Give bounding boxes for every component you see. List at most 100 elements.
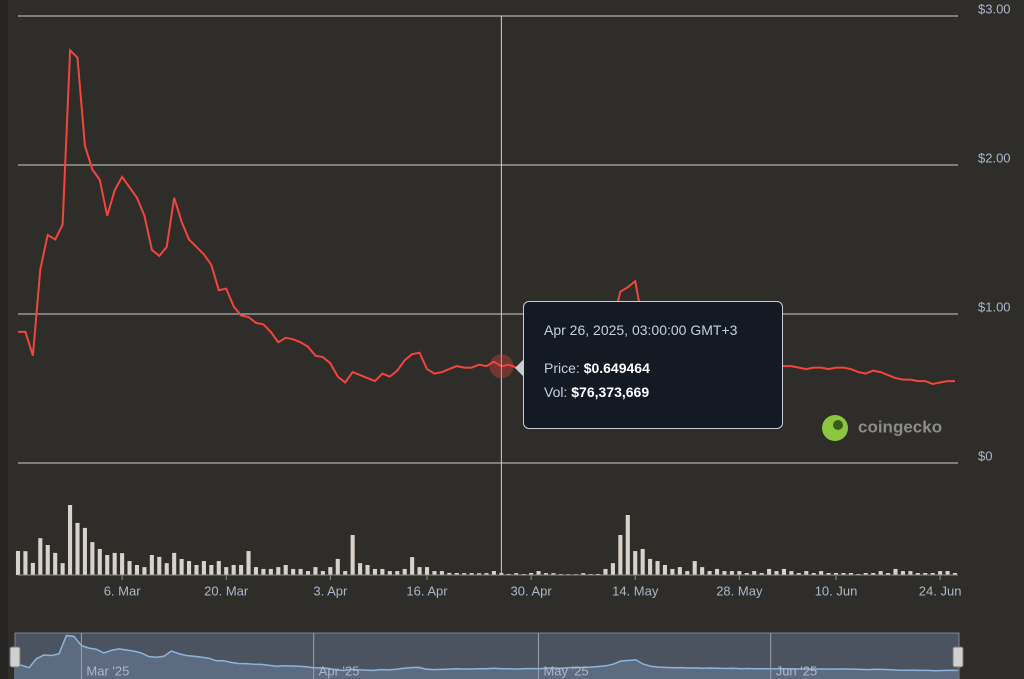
- x-tick-label: 24. Jun: [919, 583, 962, 598]
- x-tick-label: 28. May: [716, 583, 763, 598]
- volume-bar: [722, 571, 727, 575]
- x-tick-label: 16. Apr: [406, 583, 448, 598]
- y-tick-label: $1.00: [978, 299, 1011, 314]
- price-line: [18, 47, 955, 386]
- volume-bar: [239, 565, 244, 575]
- volume-bar: [90, 542, 95, 575]
- volume-bar: [789, 571, 794, 575]
- volume-bar: [194, 565, 199, 575]
- volume-bar: [320, 571, 325, 575]
- y-tick-label: $3.00: [978, 1, 1011, 16]
- volume-bar: [246, 551, 251, 575]
- volume-bar: [833, 573, 839, 575]
- y-tick-label: $2.00: [978, 150, 1011, 165]
- x-tick-label: 6. Mar: [104, 583, 142, 598]
- volume-bar: [529, 573, 534, 575]
- left-edge: [0, 0, 8, 679]
- volume-bar: [149, 555, 154, 575]
- volume-bar: [53, 552, 58, 575]
- volume-bar: [276, 567, 281, 575]
- navigator-label: May '25: [543, 663, 588, 678]
- volume-bar: [424, 567, 430, 575]
- volume-bar: [268, 568, 273, 575]
- volume-bar: [105, 555, 110, 575]
- volume-bar: [819, 571, 824, 575]
- volume-bar: [164, 563, 169, 575]
- volume-bar: [365, 565, 370, 575]
- volume-bar: [848, 573, 853, 575]
- volume-bar: [536, 571, 541, 575]
- volume-bar: [729, 571, 734, 575]
- volume-bar: [30, 562, 35, 575]
- tooltip-volume-label: Vol:: [544, 384, 568, 400]
- volume-bar: [216, 561, 221, 575]
- volume-bar: [871, 573, 876, 575]
- volume-bar: [543, 573, 549, 575]
- volume-bar: [231, 565, 236, 575]
- volume-bar: [387, 571, 392, 575]
- volume-bar: [938, 571, 943, 575]
- volume-bar: [952, 573, 958, 575]
- volume-bar: [15, 551, 21, 575]
- volume-bar: [402, 568, 407, 575]
- volume-bar: [60, 563, 65, 575]
- volume-bar: [610, 563, 615, 575]
- volume-bar: [514, 573, 519, 575]
- volume-bar: [395, 571, 400, 575]
- volume-bar: [350, 535, 355, 575]
- volume-bar: [900, 571, 905, 575]
- volume-bar: [625, 515, 630, 575]
- tooltip-title: Apr 26, 2025, 03:00:00 GMT+3: [544, 322, 738, 338]
- volume-bar: [112, 552, 117, 575]
- volume-bar: [878, 571, 883, 575]
- volume-bar: [253, 567, 259, 575]
- volume-bar: [469, 573, 474, 575]
- volume-bar: [737, 571, 742, 575]
- y-tick-label: $0: [978, 448, 992, 463]
- volume-bar: [186, 561, 192, 575]
- tooltip-price: $0.649464: [583, 360, 650, 376]
- volume-bar: [767, 568, 772, 575]
- volume-bar: [796, 573, 801, 575]
- volume-bar: [618, 535, 623, 575]
- volume-bar: [305, 571, 311, 575]
- volume-bar: [454, 573, 459, 575]
- volume-bar: [640, 548, 645, 575]
- volume-bar: [127, 561, 132, 575]
- volume-bar: [945, 571, 950, 575]
- volume-bar: [23, 551, 28, 575]
- x-tick-label: 10. Jun: [815, 583, 858, 598]
- volume-bar: [670, 568, 675, 575]
- volume-bar: [439, 571, 444, 575]
- logo-eye: [833, 420, 843, 430]
- x-tick-label: 14. May: [612, 583, 659, 598]
- volume-bar: [692, 561, 697, 575]
- volume-bar: [811, 573, 816, 575]
- volume-bar: [45, 545, 50, 575]
- volume-bar: [68, 505, 73, 575]
- volume-bar: [372, 568, 377, 575]
- volume-bar: [484, 573, 489, 575]
- volume-bar: [677, 567, 682, 575]
- volume-bar: [700, 567, 705, 575]
- tooltip: Apr 26, 2025, 03:00:00 GMT+3 Price: $0.6…: [515, 301, 783, 429]
- volume-bar: [224, 567, 229, 575]
- volume-bar: [707, 571, 712, 575]
- volume-bar: [915, 573, 920, 575]
- volume-bar: [97, 548, 102, 575]
- x-tick-label: 30. Apr: [511, 583, 553, 598]
- volume-bar: [283, 565, 288, 575]
- volume-bar: [82, 527, 87, 575]
- volume-bar: [662, 565, 668, 575]
- volume-bar: [209, 565, 214, 575]
- volume-bar: [358, 563, 363, 575]
- navigator-handle: [9, 646, 21, 668]
- volume-bar: [759, 573, 764, 575]
- volume-bar: [491, 571, 496, 575]
- volume-bar: [380, 568, 385, 575]
- volume-bar: [343, 571, 348, 575]
- volume-bar: [893, 568, 898, 575]
- volume-bar: [930, 573, 935, 575]
